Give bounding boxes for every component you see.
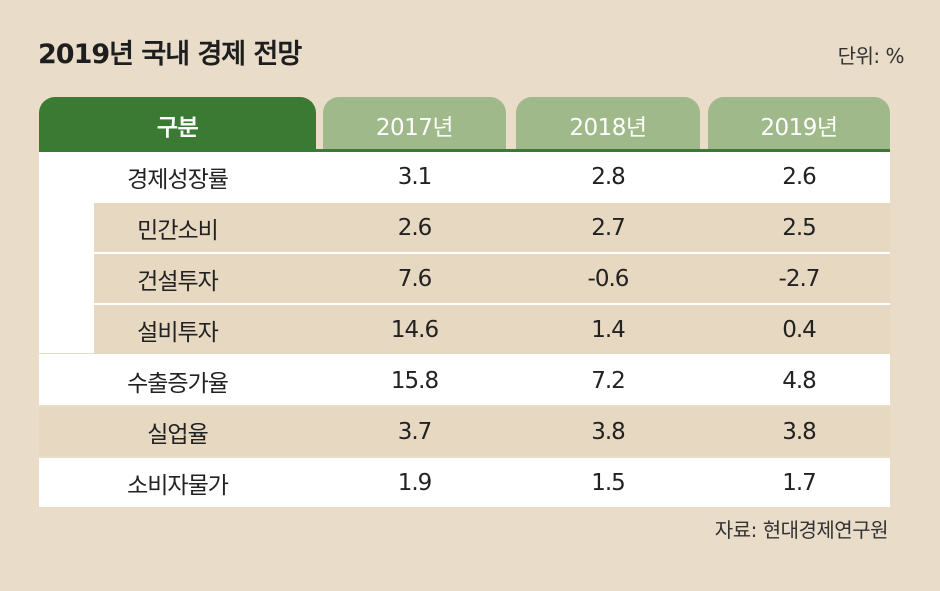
forecast-table: 구분 2017년 2018년 2019년 경제성장률 3.1 2.8 2.6 민… xyxy=(39,97,890,509)
cell-2017: 3.7 xyxy=(397,418,433,445)
sub-item-bracket xyxy=(39,152,94,353)
source-note: 자료: 현대경제연구원 xyxy=(714,518,889,542)
row-label: 실업율 xyxy=(147,421,208,448)
row-label: 건설투자 xyxy=(137,268,219,295)
table-header-row: 구분 2017년 2018년 2019년 xyxy=(39,97,890,152)
cell-2019: 2.5 xyxy=(782,214,817,241)
cell-2017: 2.6 xyxy=(397,214,433,241)
cell-2019: -2.7 xyxy=(778,265,821,292)
table-row: 경제성장률 3.1 2.8 2.6 xyxy=(39,152,890,203)
cell-2019: 3.8 xyxy=(782,418,817,445)
header-divider xyxy=(39,149,890,152)
table-row: 소비자물가 1.9 1.5 1.7 xyxy=(39,458,890,509)
cell-2018: 7.2 xyxy=(591,367,626,394)
cell-2017: 14.6 xyxy=(390,316,439,343)
header-2017: 2017년 xyxy=(323,97,506,152)
unit-label: 단위: % xyxy=(837,44,905,68)
row-label: 민간소비 xyxy=(137,217,219,244)
cell-2019: 2.6 xyxy=(782,163,817,190)
header-2018: 2018년 xyxy=(516,97,700,152)
cell-2018: 2.7 xyxy=(591,214,626,241)
cell-2019: 4.8 xyxy=(782,367,817,394)
cell-2017: 7.6 xyxy=(397,265,433,292)
cell-2019: 1.7 xyxy=(782,469,817,496)
table-row: 건설투자 7.6 -0.6 -2.7 xyxy=(39,254,890,305)
row-label: 경제성장률 xyxy=(127,166,229,193)
cell-2018: -0.6 xyxy=(587,265,630,292)
row-label: 수출증가율 xyxy=(127,370,229,397)
cell-2018: 2.8 xyxy=(591,163,626,190)
cell-2019: 0.4 xyxy=(782,316,817,343)
table-row: 수출증가율 15.8 7.2 4.8 xyxy=(39,356,890,407)
cell-2018: 3.8 xyxy=(591,418,626,445)
table-row: 실업율 3.7 3.8 3.8 xyxy=(39,407,890,458)
table-row: 민간소비 2.6 2.7 2.5 xyxy=(39,203,890,254)
cell-2017: 3.1 xyxy=(397,163,433,190)
cell-2018: 1.5 xyxy=(591,469,626,496)
table-row: 설비투자 14.6 1.4 0.4 xyxy=(39,305,890,356)
cell-2017: 1.9 xyxy=(397,469,433,496)
header-2019: 2019년 xyxy=(708,97,890,152)
row-label: 소비자물가 xyxy=(127,472,229,499)
chart-title: 2019년 국내 경제 전망 xyxy=(38,39,302,70)
cell-2018: 1.4 xyxy=(591,316,626,343)
header-category: 구분 xyxy=(39,97,316,152)
cell-2017: 15.8 xyxy=(390,367,439,394)
row-label: 설비투자 xyxy=(137,319,219,346)
